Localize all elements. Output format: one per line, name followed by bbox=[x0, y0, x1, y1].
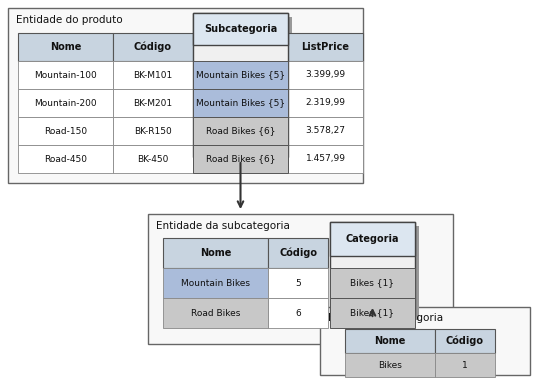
Bar bbox=[18, 89, 113, 117]
Bar bbox=[330, 268, 415, 298]
Text: 5: 5 bbox=[295, 279, 301, 288]
Text: Mountain Bikes {5}: Mountain Bikes {5} bbox=[196, 99, 285, 108]
Text: Nome: Nome bbox=[200, 248, 231, 258]
Text: Bikes {1}: Bikes {1} bbox=[351, 279, 395, 288]
Text: Nome: Nome bbox=[375, 336, 406, 346]
Bar bbox=[288, 33, 363, 61]
Text: Subcategoria: Subcategoria bbox=[204, 24, 277, 34]
Bar bbox=[148, 214, 453, 344]
Bar bbox=[113, 33, 193, 61]
Bar bbox=[193, 13, 288, 157]
Text: Mountain Bikes: Mountain Bikes bbox=[181, 279, 250, 288]
Bar bbox=[193, 117, 288, 145]
Text: Bikes: Bikes bbox=[378, 360, 402, 370]
Bar bbox=[320, 307, 530, 375]
Text: Road-150: Road-150 bbox=[44, 127, 87, 136]
Text: ListPrice: ListPrice bbox=[301, 42, 350, 52]
Text: Mountain-200: Mountain-200 bbox=[34, 99, 97, 108]
Bar bbox=[268, 298, 328, 328]
Text: BK-M101: BK-M101 bbox=[133, 70, 172, 80]
Bar bbox=[435, 329, 495, 353]
Bar bbox=[268, 268, 328, 298]
Bar bbox=[193, 13, 288, 45]
Text: BK-R150: BK-R150 bbox=[134, 127, 172, 136]
Bar bbox=[288, 145, 363, 173]
Bar bbox=[163, 268, 268, 298]
Text: 3.578,27: 3.578,27 bbox=[306, 127, 345, 136]
Text: Nome: Nome bbox=[50, 42, 81, 52]
Bar bbox=[197, 17, 292, 161]
Text: Road Bikes {6}: Road Bikes {6} bbox=[206, 127, 275, 136]
Bar bbox=[288, 61, 363, 89]
Bar bbox=[113, 89, 193, 117]
Bar bbox=[268, 238, 328, 268]
Bar bbox=[193, 89, 288, 117]
Text: 1.457,99: 1.457,99 bbox=[306, 155, 345, 163]
Bar bbox=[113, 61, 193, 89]
Text: 1: 1 bbox=[462, 360, 468, 370]
Bar bbox=[345, 353, 435, 377]
Text: Road Bikes {6}: Road Bikes {6} bbox=[206, 155, 275, 163]
Text: Código: Código bbox=[446, 336, 484, 346]
Text: Código: Código bbox=[279, 248, 317, 258]
Bar bbox=[18, 33, 113, 61]
Bar bbox=[330, 298, 415, 328]
Bar bbox=[193, 61, 288, 89]
Text: Mountain-100: Mountain-100 bbox=[34, 70, 97, 80]
Bar bbox=[330, 222, 415, 256]
Text: Mountain Bikes {5}: Mountain Bikes {5} bbox=[196, 70, 285, 80]
Text: Categoria: Categoria bbox=[346, 234, 399, 244]
Text: BK-450: BK-450 bbox=[137, 155, 169, 163]
Bar bbox=[163, 298, 268, 328]
Bar bbox=[288, 89, 363, 117]
Text: 6: 6 bbox=[295, 309, 301, 318]
Text: Road-450: Road-450 bbox=[44, 155, 87, 163]
Text: Bikes {1}: Bikes {1} bbox=[351, 309, 395, 318]
Text: Road Bikes: Road Bikes bbox=[191, 309, 240, 318]
Bar bbox=[18, 145, 113, 173]
Text: 3.399,99: 3.399,99 bbox=[306, 70, 346, 80]
Text: 2.319,99: 2.319,99 bbox=[306, 99, 345, 108]
Text: Entidade da categoria: Entidade da categoria bbox=[328, 313, 443, 323]
Bar bbox=[113, 145, 193, 173]
Bar bbox=[113, 117, 193, 145]
Bar bbox=[288, 117, 363, 145]
Bar bbox=[8, 8, 363, 183]
Bar bbox=[193, 145, 288, 173]
Text: Entidade da subcategoria: Entidade da subcategoria bbox=[156, 221, 290, 231]
Bar bbox=[345, 329, 435, 353]
Text: Entidade do produto: Entidade do produto bbox=[16, 15, 122, 25]
Bar bbox=[330, 222, 415, 316]
Text: BK-M201: BK-M201 bbox=[133, 99, 172, 108]
Bar bbox=[163, 238, 268, 268]
Bar bbox=[334, 226, 419, 320]
Bar bbox=[18, 117, 113, 145]
Bar bbox=[18, 61, 113, 89]
Text: Código: Código bbox=[134, 42, 172, 52]
Bar bbox=[435, 353, 495, 377]
